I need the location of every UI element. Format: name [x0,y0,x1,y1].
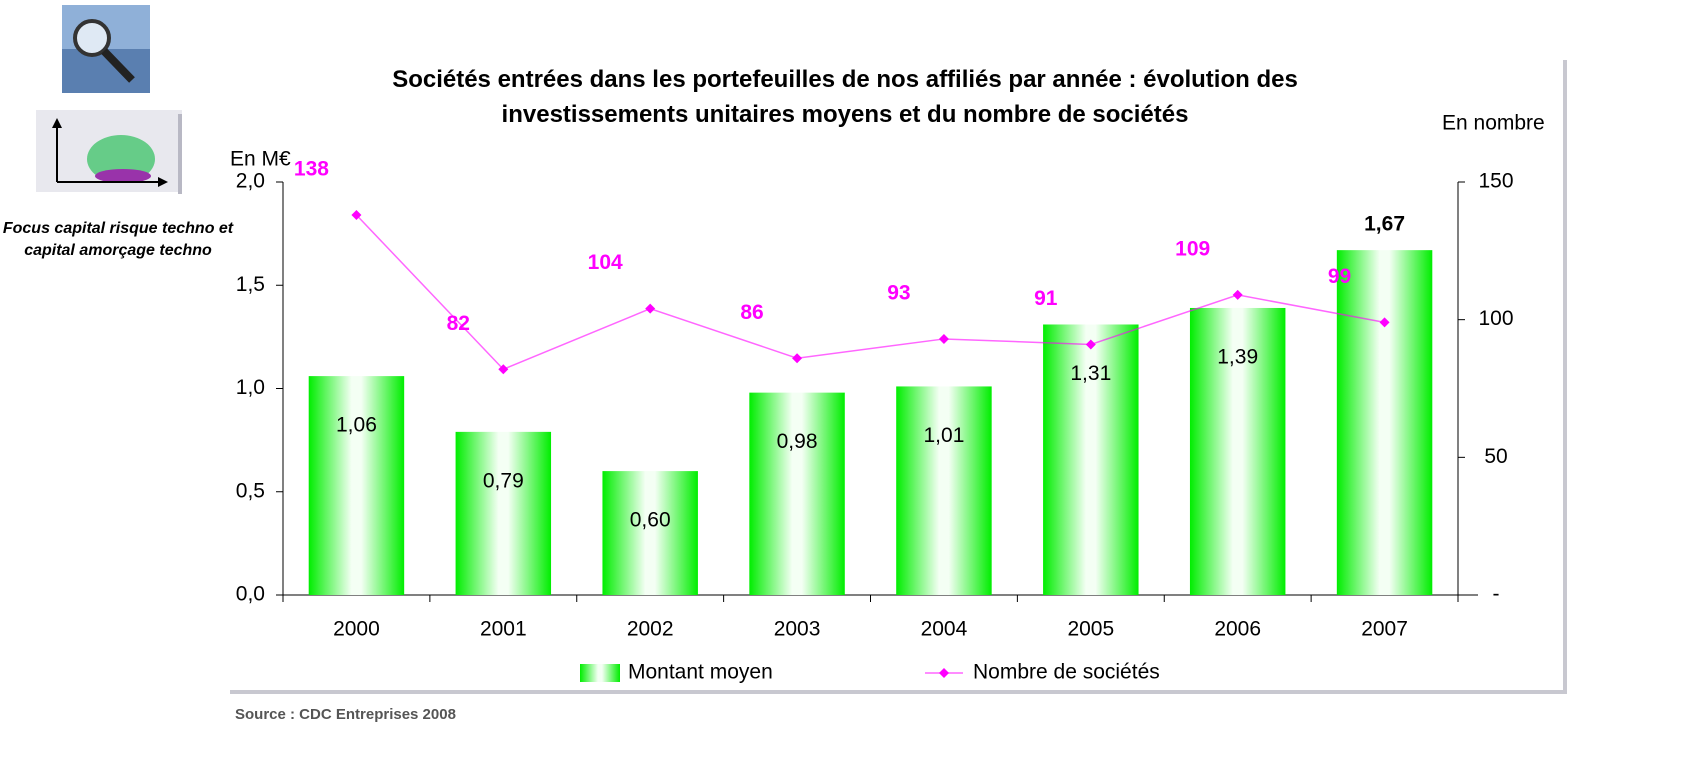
x-tick-label: 2002 [627,618,674,641]
line-marker [351,210,362,221]
bar [308,376,405,595]
line-marker [498,364,509,375]
bar [1043,324,1139,595]
bar-value-label: 0,60 [630,509,671,532]
x-tick-label: 2005 [1067,618,1114,641]
bar [749,392,845,595]
y-tick-label: 2,0 [236,170,265,193]
bar [1189,307,1286,595]
bar [602,471,698,595]
x-tick-label: 2003 [774,618,821,641]
line-value-label: 91 [1034,287,1058,310]
line-value-label: 104 [588,251,623,274]
x-tick-label: 2004 [921,618,968,641]
line-marker [1085,339,1096,350]
line-marker [792,353,803,364]
y-tick-label: 1,0 [236,376,265,399]
line-marker [1379,317,1390,328]
line-value-label: 109 [1175,237,1210,260]
x-tick-label: 2001 [480,618,527,641]
bar [896,386,992,595]
chart-title: Sociétés entrées dans les portefeuilles … [392,66,1298,128]
legend-label: Montant moyen [628,661,773,684]
y2-tick-label: 50 [1484,445,1507,468]
line-value-label: 93 [887,281,910,304]
y2-tick-label: 150 [1478,170,1513,193]
line-marker [645,303,656,314]
bar-value-label: 1,06 [336,414,377,437]
line [355,214,1385,371]
line-marker [1232,289,1243,300]
line-value-label: 99 [1328,265,1351,288]
side-note: Focus capital risque techno et capital a… [2,220,234,259]
line-value-label: 82 [447,312,470,335]
bar [1336,250,1433,595]
bar-value-label: 0,79 [483,469,524,492]
x-tick-label: 2007 [1361,618,1408,641]
y2-axis-label: En nombre [1442,112,1545,135]
bar [455,431,552,595]
bar-value-label: 1,39 [1217,346,1258,369]
chart-icon [36,110,182,194]
line-value-label: 138 [294,158,329,181]
line-marker [938,333,949,344]
source: Source : CDC Entreprises 2008 [235,706,456,723]
y2-tick-label: 100 [1478,307,1513,330]
y-tick-label: 0,5 [236,479,265,502]
y-tick-label: 0,0 [236,583,265,606]
line-value-label: 86 [740,301,763,324]
bar-value-label: 0,98 [777,430,818,453]
legend-swatch [580,664,620,682]
x-tick-label: 2006 [1214,618,1261,641]
bar-value-label: 1,01 [924,424,965,447]
legend-label: Nombre de sociétés [973,661,1160,684]
bar-value-label: 1,31 [1070,362,1111,385]
y2-tick-label: - [1493,583,1500,606]
x-tick-label: 2000 [333,618,380,641]
legend-marker [939,668,949,678]
y-axis-label: En M€ [230,148,291,171]
bar-value-label: 1,67 [1364,213,1405,236]
y-tick-label: 1,5 [236,273,265,296]
magnifier-icon [62,5,150,93]
